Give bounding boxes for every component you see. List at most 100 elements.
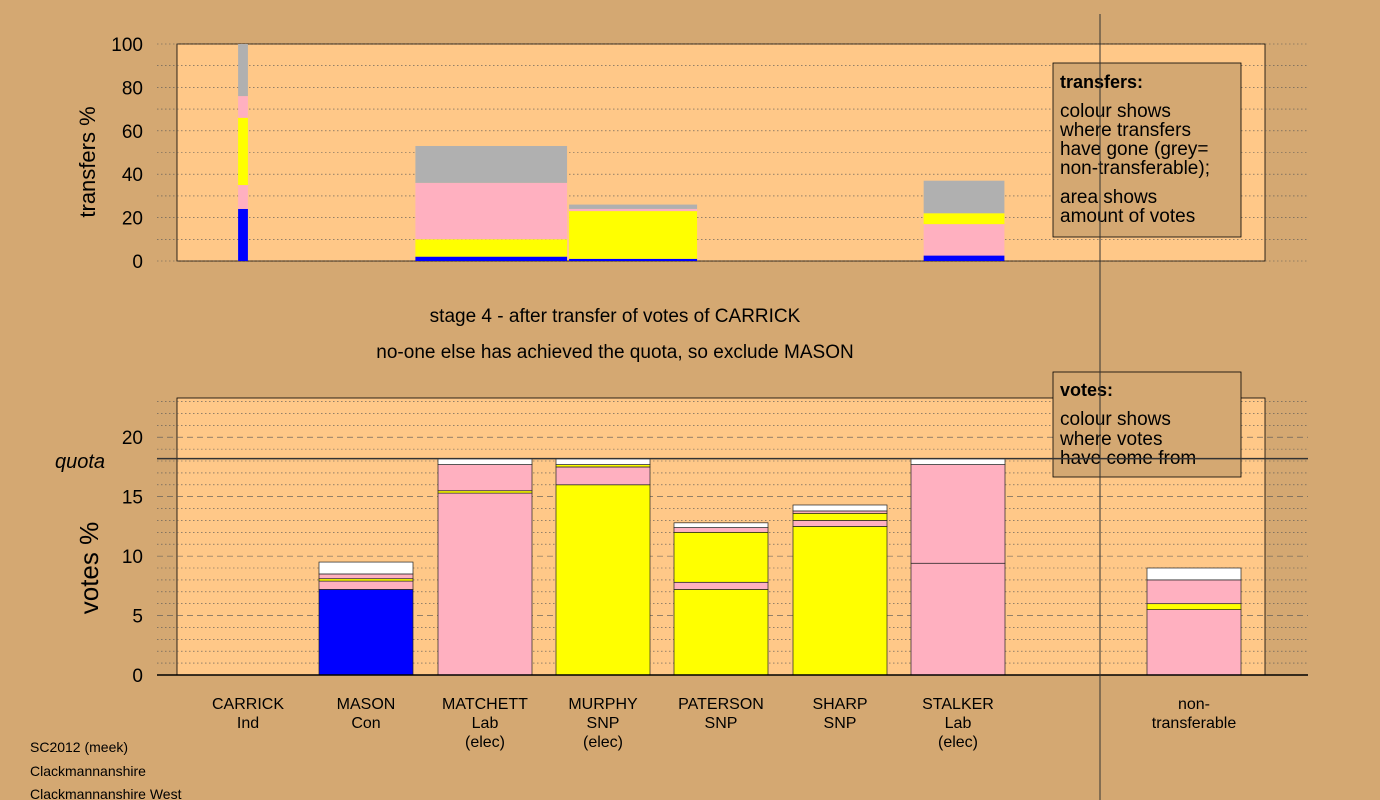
votes-bar-segment [437,458,533,465]
transfers-bar-segment [238,208,248,261]
transfers-y-tick-label: 20 [122,209,143,230]
votes-legend-line: colour shows [1060,409,1171,430]
votes-bar-segment [437,490,533,494]
votes-bar-segment [673,589,769,676]
votes-bar-segment [673,531,769,583]
votes-bar-segment [1146,567,1242,581]
candidate-label: (elec) [583,734,623,751]
transfers-bar-segment [923,224,1005,256]
candidate-label: transferable [1152,715,1237,732]
transfers-legend: transfers: colour shows where transfers … [1052,62,1242,238]
votes-bar-segment [910,458,1006,465]
votes-bar-segment [555,466,651,486]
candidate-label: MASON [337,696,396,713]
transfers-bar-segment [923,213,1005,225]
votes-bar-segment [318,578,414,582]
transfers-y-tick-label: 0 [132,252,143,273]
footer-line-3: Clackmannanshire West [30,786,182,800]
transfers-bar-segment [238,96,248,118]
transfers-y-tick-label: 100 [111,35,143,56]
footer-line-2: Clackmannanshire [30,763,146,779]
votes-bar-segment [555,458,651,465]
votes-bars [318,458,1242,676]
votes-bar-segment [1146,579,1242,605]
votes-legend-title: votes: [1060,380,1113,400]
transfers-y-tick-label: 60 [122,122,143,143]
transfers-bar-segment [238,44,248,97]
transfers-legend-line: where transfers [1059,120,1191,141]
votes-bar-segment [1146,603,1242,610]
votes-bar-segment [318,573,414,580]
votes-bar-segment [792,510,888,514]
footer-line-1: SC2012 (meek) [30,739,128,755]
votes-legend-line: where votes [1059,429,1162,450]
transfers-legend-line: non-transferable); [1060,158,1210,179]
votes-bar-segment [792,520,888,527]
transfers-bar-segment [415,145,568,183]
stage-text: stage 4 - after transfer of votes of CAR… [430,306,801,327]
votes-bar-segment [673,581,769,590]
transfers-y-tick-label: 40 [122,165,143,186]
candidate-label: MURPHY [568,696,638,713]
chart-overlays [157,14,1308,800]
candidate-label: SHARP [812,696,867,713]
votes-bar-segment [792,512,888,521]
transfers-y-axis: 0 20 40 60 80 100 [111,35,143,273]
votes-bar-segment [792,526,888,676]
candidate-label: Ind [237,715,259,732]
transfers-y-axis-label: transfers % [75,106,100,217]
transfers-bar-segment [569,258,698,261]
candidate-label: PATERSON [678,696,764,713]
votes-bar-segment [437,464,533,492]
quota-label: quota [55,451,105,473]
transfers-legend-line: area shows [1060,187,1157,208]
transfers-bar-segment [238,185,248,209]
votes-y-tick-label: 5 [132,607,143,628]
candidate-label: SNP [824,715,857,732]
transfers-bar-segment [569,204,698,209]
votes-bar-segment [910,464,1006,564]
votes-bar-segment [673,522,769,528]
votes-bar-segment [673,527,769,533]
transfers-legend-line: colour shows [1060,101,1171,122]
transfers-bar-segment [415,256,568,261]
votes-bar-segment [318,561,414,575]
candidate-label: Con [351,715,380,732]
candidate-label: Lab [472,715,499,732]
votes-legend: votes: colour shows where votes have com… [1052,371,1242,478]
candidate-label: SNP [587,715,620,732]
votes-y-tick-label: 10 [122,547,143,568]
votes-y-axis-label: votes % [74,522,104,615]
votes-bar-segment [1146,609,1242,676]
transfers-bar-segment [569,211,698,259]
candidate-label: (elec) [938,734,978,751]
votes-y-tick-label: 15 [122,488,143,509]
transfers-bar-segment [923,255,1005,261]
candidate-label: Lab [945,715,972,732]
votes-bar-segment [555,484,651,676]
votes-y-tick-label: 0 [132,666,143,687]
exclude-text: no-one else has achieved the quota, so e… [376,342,853,363]
transfers-legend-line: have gone (grey= [1060,139,1208,160]
votes-bar-segment [555,464,651,468]
transfers-bar-segment [238,117,248,186]
votes-category-labels: CARRICK Ind MASON Con MATCHETT Lab (elec) MURPH… [212,696,1236,751]
transfers-bar-segment [415,182,568,240]
candidate-label: SNP [705,715,738,732]
transfers-y-tick-label: 80 [122,78,143,99]
transfers-legend-title: transfers: [1060,72,1143,92]
votes-y-axis: 0 5 10 15 20 [122,428,143,687]
candidate-label: (elec) [465,734,505,751]
transfers-bar-segment [923,180,1005,214]
candidate-label: CARRICK [212,696,284,713]
votes-bar-segment [437,492,533,676]
candidate-label: MATCHETT [442,696,528,713]
votes-y-tick-label: 20 [122,428,143,449]
candidate-label: STALKER [922,696,994,713]
votes-bar-segment [318,589,414,676]
votes-bar-segment [318,580,414,590]
votes-bar-segment [910,562,1006,676]
transfers-bar-segment [415,239,568,257]
votes-bar-segment [792,504,888,512]
